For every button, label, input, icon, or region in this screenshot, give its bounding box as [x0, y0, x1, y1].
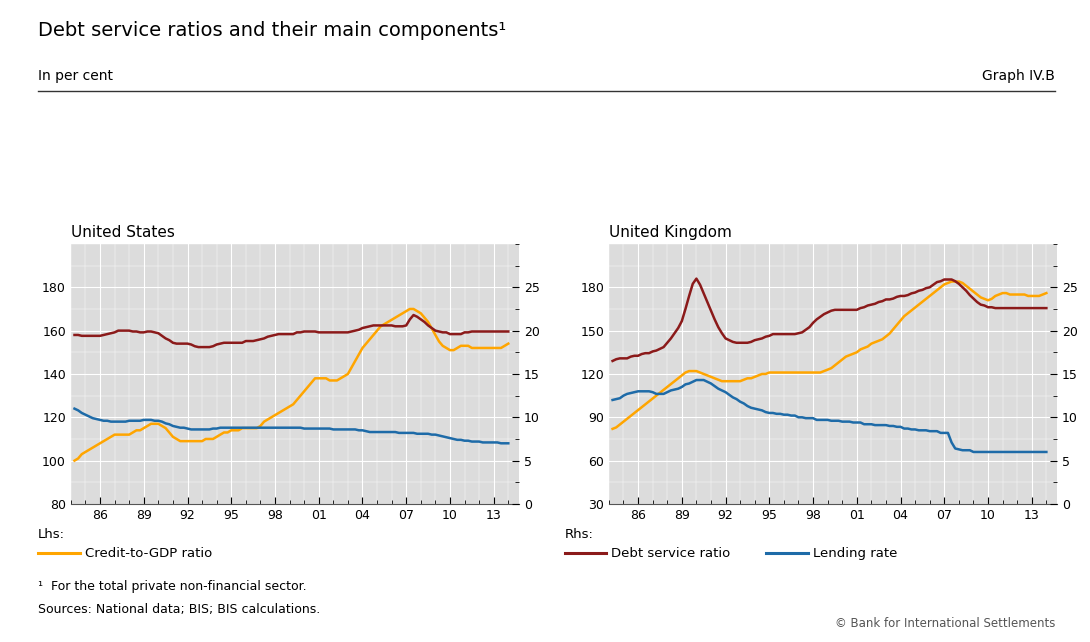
Text: Credit-to-GDP ratio: Credit-to-GDP ratio — [85, 547, 213, 560]
Text: In per cent: In per cent — [38, 69, 113, 83]
Text: Lhs:: Lhs: — [38, 528, 65, 541]
Text: © Bank for International Settlements: © Bank for International Settlements — [835, 618, 1055, 630]
Text: Debt service ratios and their main components¹: Debt service ratios and their main compo… — [38, 21, 507, 40]
Text: United States: United States — [71, 225, 174, 240]
Text: Rhs:: Rhs: — [565, 528, 593, 541]
Text: Sources: National data; BIS; BIS calculations.: Sources: National data; BIS; BIS calcula… — [38, 603, 320, 616]
Text: United Kingdom: United Kingdom — [609, 225, 731, 240]
Text: ¹  For the total private non-financial sector.: ¹ For the total private non-financial se… — [38, 580, 306, 593]
Text: Graph IV.B: Graph IV.B — [982, 69, 1055, 83]
Text: Debt service ratio: Debt service ratio — [611, 547, 730, 560]
Text: Lending rate: Lending rate — [813, 547, 897, 560]
